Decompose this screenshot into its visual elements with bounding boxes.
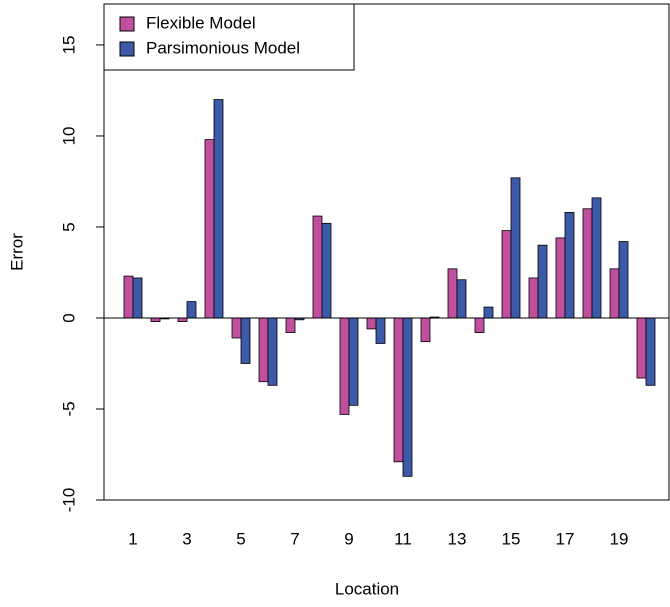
bar	[231, 317, 242, 339]
bar	[564, 212, 575, 319]
legend-box	[103, 3, 355, 71]
y-tick-label: 10	[59, 127, 78, 146]
bar	[393, 317, 404, 463]
y-tick-label: 0	[59, 313, 78, 322]
bar	[177, 317, 188, 323]
bar	[285, 317, 296, 333]
bar	[582, 208, 593, 319]
x-tick-label: 13	[448, 529, 467, 548]
x-tick-label: 9	[344, 529, 353, 548]
bar	[402, 317, 413, 477]
legend-label: Parsimonious Model	[146, 38, 300, 57]
bar	[366, 317, 377, 330]
bar	[150, 317, 161, 323]
x-tick-label: 15	[502, 529, 521, 548]
bar	[240, 317, 251, 364]
bar	[420, 317, 431, 343]
x-tick-label: 19	[610, 529, 629, 548]
plot-frame	[103, 3, 670, 501]
x-tick-label: 3	[182, 529, 191, 548]
bar	[591, 197, 602, 319]
bar	[483, 306, 494, 319]
bar	[537, 244, 548, 319]
bar	[510, 177, 521, 319]
bar	[312, 215, 323, 319]
bar	[258, 317, 269, 383]
bar	[375, 317, 386, 344]
bar	[456, 279, 467, 319]
y-tick-label: 5	[59, 222, 78, 231]
bar	[447, 268, 458, 319]
y-axis-label: Error	[7, 233, 26, 271]
bar	[186, 301, 197, 319]
y-tick-label: -10	[59, 488, 78, 513]
y-tick-label: 15	[59, 35, 78, 54]
bar	[339, 317, 350, 415]
x-tick-label: 5	[236, 529, 245, 548]
x-tick-label: 1	[128, 529, 137, 548]
x-tick-label: 17	[556, 529, 575, 548]
bar	[609, 268, 620, 319]
x-tick-label: 11	[394, 529, 412, 548]
bar	[213, 99, 224, 319]
bar	[636, 317, 647, 379]
x-tick-label: 7	[290, 529, 299, 548]
legend-label: Flexible Model	[146, 13, 256, 32]
bar	[132, 277, 143, 319]
legend-swatch	[119, 41, 135, 57]
bar	[123, 275, 134, 319]
bar	[321, 222, 332, 319]
bar	[501, 230, 512, 319]
y-tick-label: -5	[59, 401, 78, 416]
bar	[555, 237, 566, 319]
bar	[204, 139, 215, 319]
x-axis-label: Location	[335, 579, 399, 598]
bar	[528, 277, 539, 319]
bar	[645, 317, 656, 386]
bar	[474, 317, 485, 333]
bar	[348, 317, 359, 406]
bar	[267, 317, 278, 386]
bar	[618, 241, 629, 319]
legend-swatch	[119, 16, 135, 32]
